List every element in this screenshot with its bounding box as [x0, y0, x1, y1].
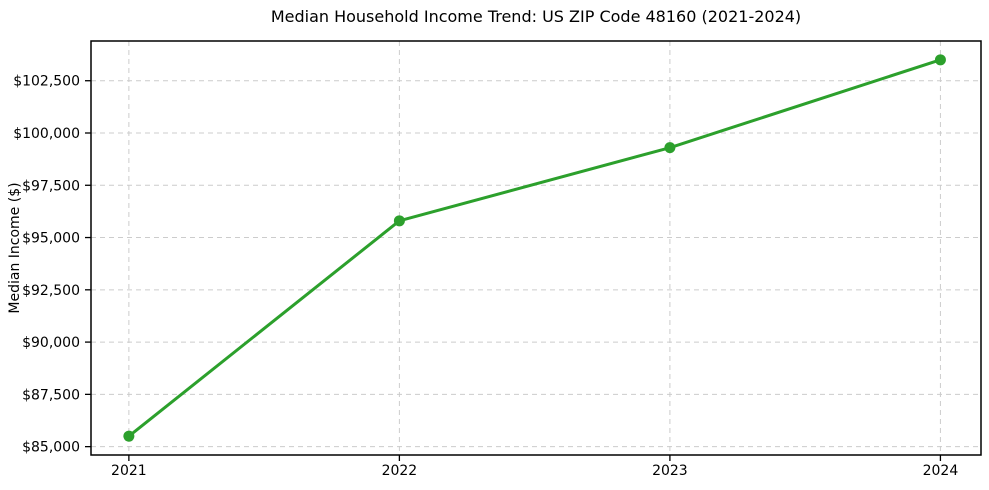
- chart-title: Median Household Income Trend: US ZIP Co…: [270, 7, 802, 26]
- x-tick-label: 2023: [652, 463, 688, 479]
- data-point: [393, 215, 405, 227]
- plot-border: [90, 40, 982, 456]
- trend-line: [127, 58, 942, 438]
- y-tick-label: $100,000: [13, 126, 80, 142]
- data-point: [934, 54, 946, 66]
- y-tick-label: $85,000: [22, 440, 80, 456]
- x-tick-label: 2024: [923, 463, 959, 479]
- x-tick-label: 2021: [111, 463, 147, 479]
- y-tick-label: $95,000: [22, 231, 80, 247]
- data-point: [664, 142, 676, 154]
- y-tick-label: $97,500: [22, 178, 80, 194]
- data-point: [123, 430, 135, 442]
- y-tick-label: $102,500: [13, 74, 80, 90]
- y-tick-label: $90,000: [22, 335, 80, 351]
- x-tick-label: 2022: [382, 463, 418, 479]
- y-tick-label: $92,500: [22, 283, 80, 299]
- y-tick-label: $87,500: [22, 387, 80, 403]
